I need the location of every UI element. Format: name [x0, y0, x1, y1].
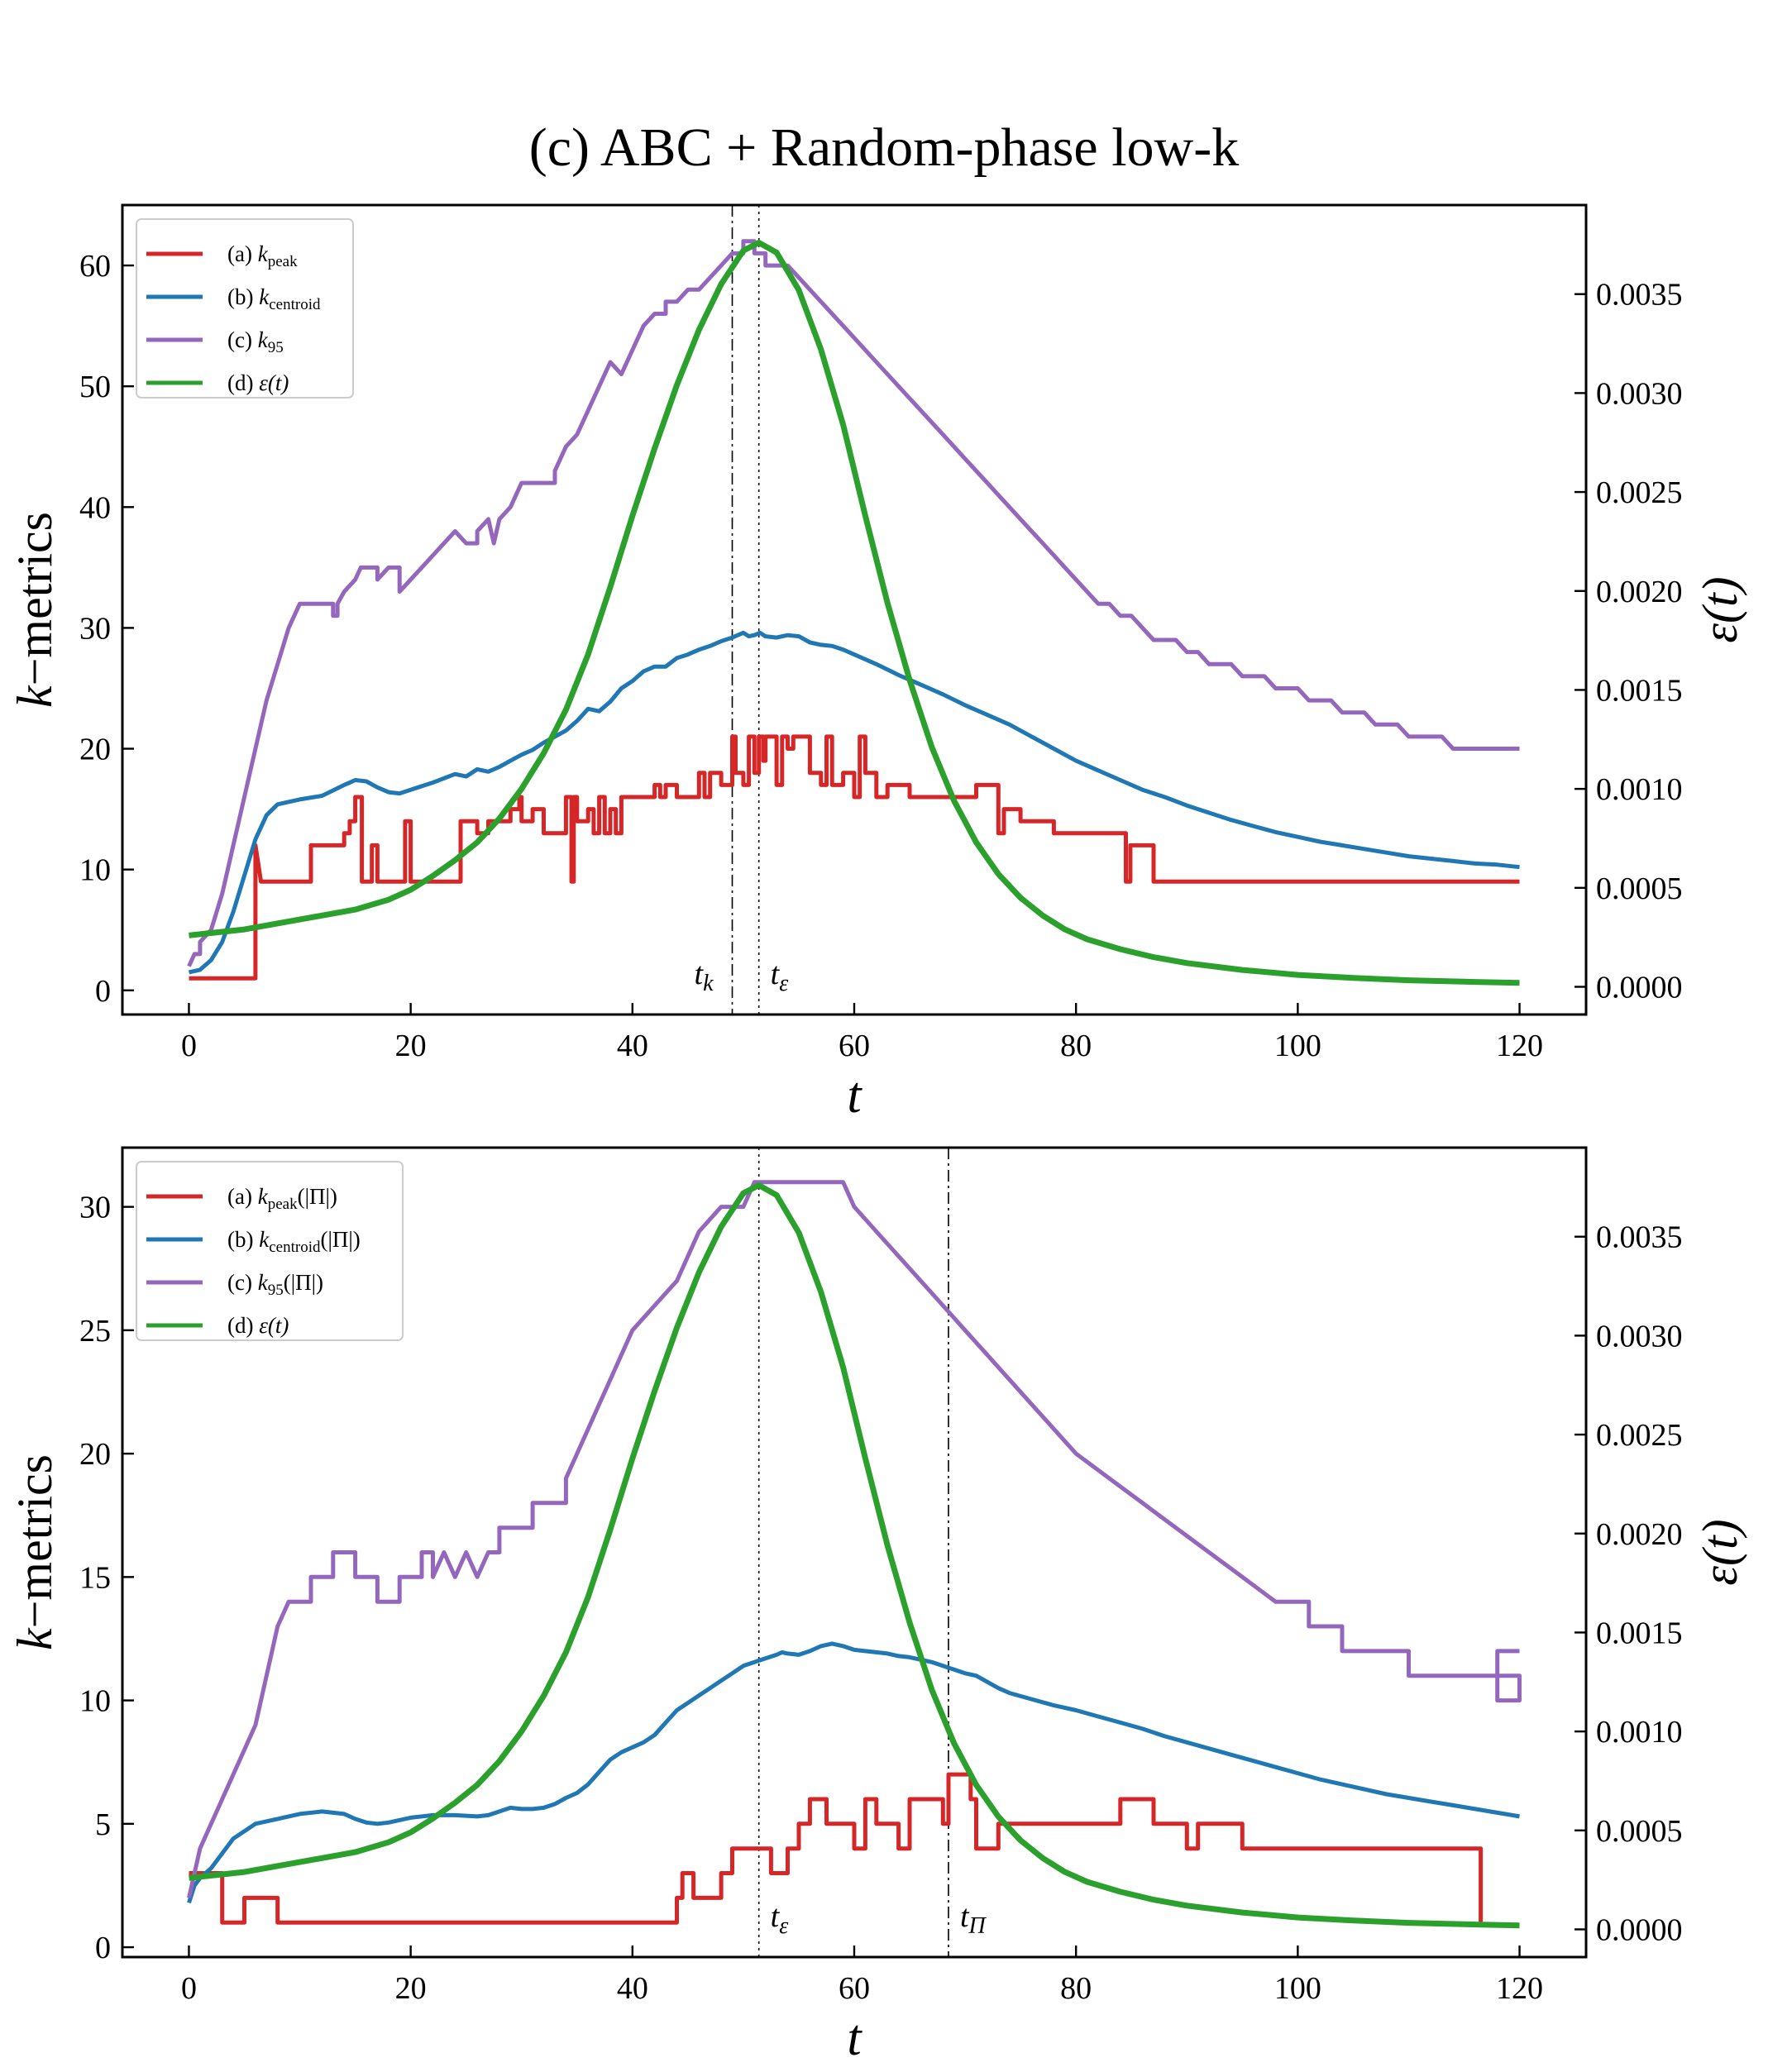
- series-epsilon: [189, 1182, 1520, 1929]
- y-left-tick-label: 25: [79, 1314, 111, 1349]
- y-right-tick-label: 0.0000: [1596, 970, 1683, 1005]
- x-tick-label: 0: [181, 1971, 197, 2006]
- series-epsilon: [189, 240, 1520, 986]
- x-tick-label: 40: [617, 1029, 648, 1063]
- legend-entry: (c) k95: [227, 327, 284, 356]
- y-right-tick-label: 0.0005: [1596, 871, 1683, 906]
- y-right-tick-label: 0.0000: [1596, 1912, 1683, 1947]
- legend-entry: (c) k95(|Π|): [227, 1270, 323, 1299]
- y-right-tick-label: 0.0035: [1596, 278, 1683, 313]
- annotation-t-epsilon: tε: [771, 957, 789, 996]
- series-k-95: [187, 1180, 1522, 1898]
- x-tick-label: 60: [839, 1029, 870, 1063]
- annotation-t-epsilon: tε: [771, 1899, 789, 1939]
- y-right-tick-label: 0.0035: [1596, 1220, 1683, 1255]
- bottom-panel: 0 20 40 60 80 100 120 0 5 10 15 20 25 30 0.0000 0.0005 0…: [7, 1146, 1747, 2066]
- y-right-axis-label: ε(t): [1693, 576, 1747, 642]
- x-tick-label: 120: [1496, 1971, 1543, 2006]
- y-right-tick-label: 0.0020: [1596, 1517, 1683, 1552]
- figure-title: (c) ABC + Random-phase low-k: [529, 117, 1239, 178]
- plot-area: [187, 239, 1520, 986]
- y-left-tick-label: 50: [79, 370, 111, 404]
- y-right-tick-label: 0.0025: [1596, 475, 1683, 510]
- y-left-tick-label: 60: [79, 249, 111, 284]
- series-k-centroid: [188, 630, 1520, 975]
- y-left-tick-label: 20: [79, 733, 111, 767]
- x-axis-label: t: [847, 2010, 862, 2066]
- series-k-centroid: [187, 1641, 1520, 1904]
- y-left-tick-label: 5: [95, 1807, 111, 1842]
- y-left-axis-label: k−metrics: [7, 1454, 62, 1650]
- y-left-axis-label: k−metrics: [7, 512, 62, 708]
- legend-entry: (b) kcentroid: [227, 284, 321, 313]
- y-right-tick-label: 0.0030: [1596, 376, 1683, 411]
- x-tick-label: 40: [617, 1971, 648, 2006]
- y-left-tick-label: 0: [95, 1931, 111, 1965]
- y-right-tick-label: 0.0025: [1596, 1418, 1683, 1453]
- x-tick-label: 20: [395, 1029, 427, 1063]
- plot-area: [187, 1180, 1522, 1929]
- y-left-tick-label: 15: [79, 1560, 111, 1595]
- y-left-tick-label: 20: [79, 1437, 111, 1472]
- legend-entry: (a) kpeak(|Π|): [227, 1184, 337, 1213]
- x-tick-label: 80: [1060, 1971, 1092, 2006]
- x-tick-label: 0: [181, 1029, 197, 1063]
- legend-entry: (d) ε(t): [227, 1313, 289, 1338]
- y-right-tick-label: 0.0015: [1596, 1616, 1683, 1650]
- annotation-t-k: tk: [695, 957, 714, 996]
- y-right-tick-label: 0.0010: [1596, 772, 1683, 807]
- x-tick-label: 60: [839, 1971, 870, 2006]
- legend-entry: (a) kpeak: [227, 241, 298, 270]
- y-left-tick-label: 0: [95, 974, 111, 1009]
- y-left-tick-label: 30: [79, 1191, 111, 1225]
- legend-box: [136, 1161, 404, 1341]
- y-right-tick-label: 0.0015: [1596, 673, 1683, 708]
- series-k-95: [187, 239, 1520, 967]
- x-tick-label: 80: [1060, 1029, 1092, 1063]
- legend-entry: (b) kcentroid(|Π|): [227, 1227, 361, 1256]
- x-tick-label: 120: [1496, 1029, 1543, 1063]
- annotation-t-Π: tΠ: [960, 1899, 987, 1939]
- y-right-tick-label: 0.0010: [1596, 1715, 1683, 1750]
- y-left-tick-label: 10: [79, 1684, 111, 1719]
- x-tick-label: 20: [395, 1971, 427, 2006]
- y-right-axis-label: ε(t): [1693, 1519, 1747, 1585]
- y-right-tick-label: 0.0030: [1596, 1319, 1683, 1353]
- y-left-tick-label: 30: [79, 611, 111, 646]
- series-k-peak: [189, 1772, 1484, 1925]
- legend-entry: (d) ε(t): [227, 370, 289, 395]
- y-right-tick-label: 0.0005: [1596, 1814, 1683, 1849]
- x-tick-label: 100: [1274, 1971, 1321, 2006]
- legend-box: [136, 218, 354, 399]
- x-tick-label: 100: [1274, 1029, 1321, 1063]
- x-axis-label: t: [847, 1067, 862, 1124]
- top-panel: 0 20 40 60 80 100 120 0 10 20 30 40 50 60 0.0000 0.0005…: [7, 203, 1747, 1124]
- series-k-peak: [189, 734, 1520, 981]
- y-left-tick-label: 10: [79, 853, 111, 888]
- y-left-tick-label: 40: [79, 490, 111, 525]
- y-right-tick-label: 0.0020: [1596, 575, 1683, 609]
